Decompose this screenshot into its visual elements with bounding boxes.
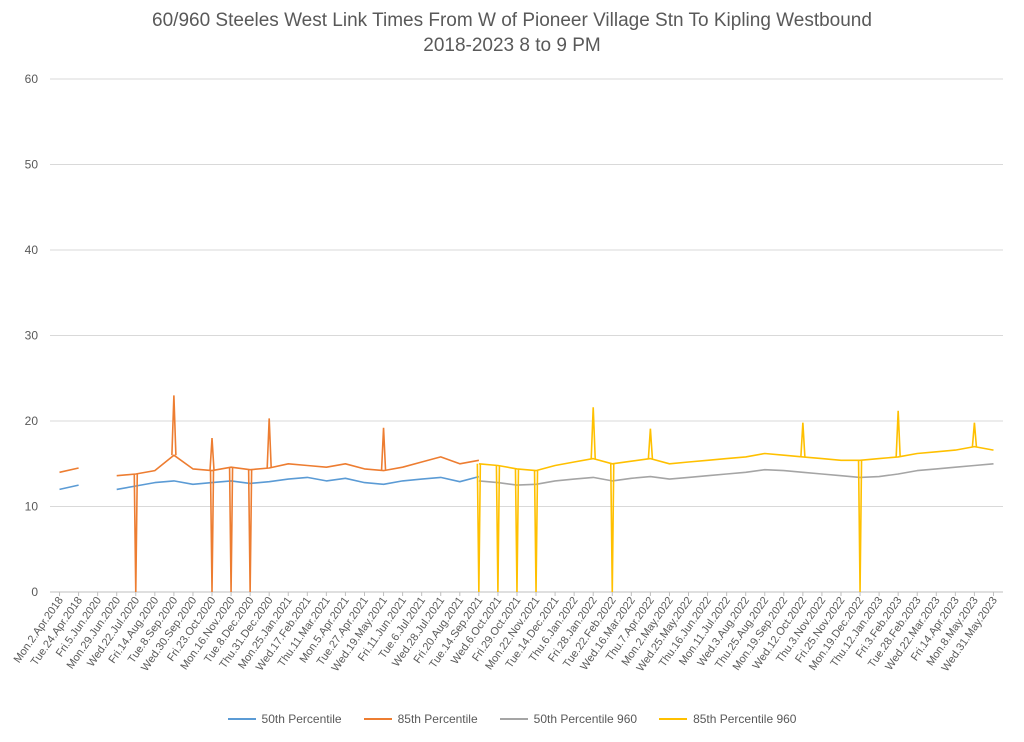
legend-swatch — [227, 718, 256, 720]
series-peak — [971, 422, 978, 447]
series-peak — [895, 410, 901, 457]
series-zero-drop — [533, 470, 539, 593]
y-tick-label: 10 — [25, 500, 39, 514]
y-tick-label: 40 — [25, 243, 39, 257]
series-line-1 — [59, 475, 480, 491]
chart-title-line-1: 60/960 Steeles West Link Times From W of… — [152, 10, 872, 31]
y-tick-label: 20 — [25, 414, 39, 428]
legend-label: 85th Percentile — [397, 712, 478, 726]
series-peak — [380, 427, 387, 471]
y-tick-label: 30 — [25, 329, 39, 343]
series-zero-drop — [514, 468, 520, 593]
chart-legend: 50th Percentile 85th Percentile 50th Perce… — [0, 712, 1024, 726]
legend-swatch — [659, 718, 688, 720]
series-zero-drop — [209, 470, 215, 593]
legend-label: 50th Percentile 960 — [533, 712, 638, 726]
legend-swatch — [499, 718, 528, 720]
series-line-4 — [478, 445, 994, 472]
series-zero-drop — [228, 467, 234, 593]
series-peak — [171, 395, 177, 456]
legend-item: 50th Percentile 960 — [499, 712, 638, 726]
legend-swatch — [363, 718, 392, 720]
series-line-2 — [59, 454, 480, 477]
series-peak — [209, 438, 215, 471]
series-zero-drop — [133, 473, 139, 593]
legend-label: 50th Percentile — [261, 712, 342, 726]
y-tick-label: 50 — [25, 158, 39, 172]
y-tick-label: 0 — [31, 585, 38, 599]
chart-title: 60/960 Steeles West Link Times From W of… — [0, 8, 1024, 58]
series-zero-drop — [247, 469, 253, 593]
legend-label: 85th Percentile 960 — [693, 712, 797, 726]
series-peak — [590, 407, 597, 459]
series-zero-drop — [857, 460, 863, 593]
y-tick-label: 60 — [25, 72, 39, 86]
series-peak — [266, 418, 272, 469]
series-zero-drop — [495, 465, 501, 593]
legend-item: 85th Percentile — [363, 712, 478, 726]
series-peak — [800, 422, 806, 457]
series-zero-drop — [476, 463, 482, 593]
series-line-3 — [478, 463, 994, 486]
legend-item: 50th Percentile — [227, 712, 342, 726]
series-zero-drop — [609, 463, 615, 593]
series-peak — [647, 428, 654, 459]
legend-item: 85th Percentile 960 — [659, 712, 796, 726]
chart-subtitle: 2018-2023 8 to 9 PM — [423, 35, 601, 56]
